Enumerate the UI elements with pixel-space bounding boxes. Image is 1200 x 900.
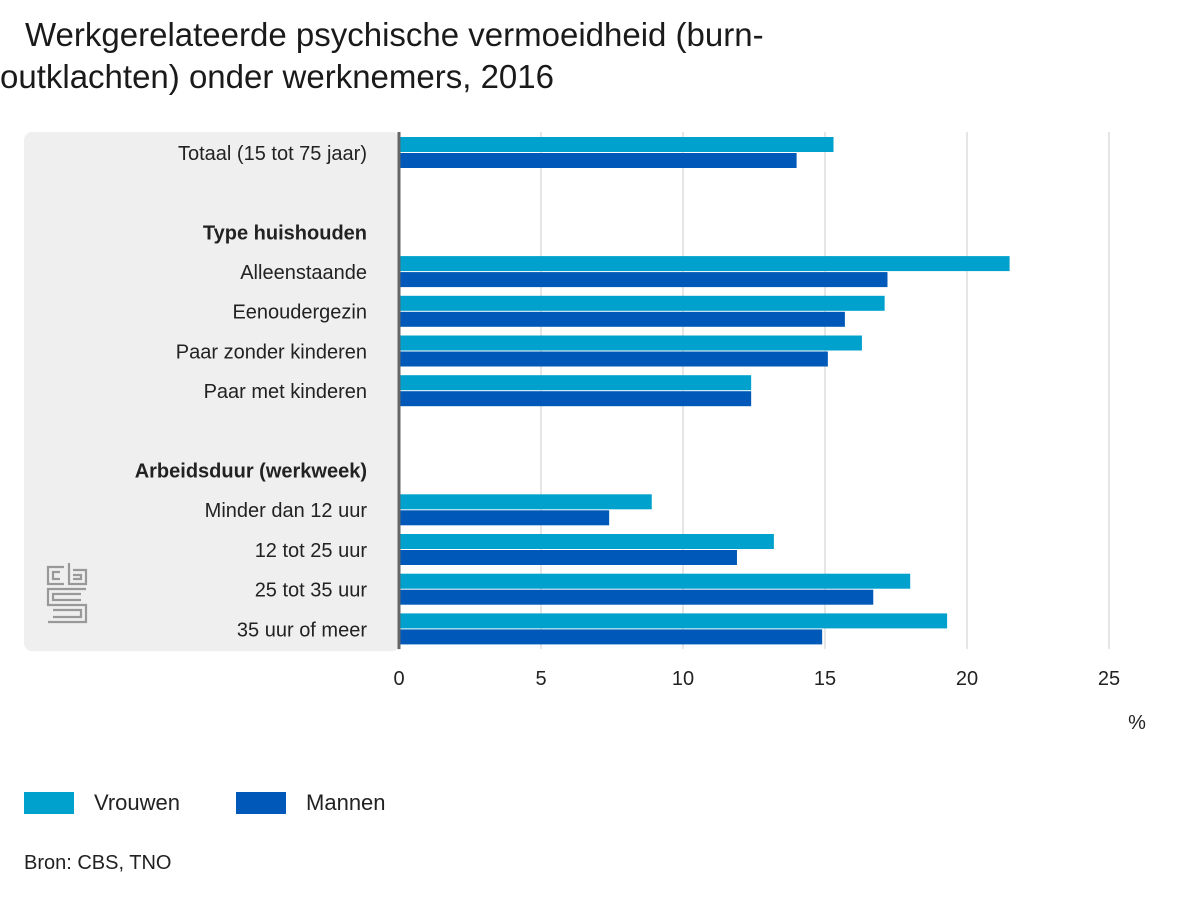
bar-mannen bbox=[399, 510, 610, 526]
source-note: Bron: CBS, TNO bbox=[24, 852, 172, 874]
x-unit-label: % bbox=[1128, 712, 1146, 734]
category-group-header: Type huishouden bbox=[203, 222, 367, 244]
bar-mannen bbox=[399, 351, 828, 367]
x-tick-label: 25 bbox=[1098, 668, 1120, 690]
category-label: Paar zonder kinderen bbox=[176, 341, 367, 363]
legend-item-mannen: Mannen bbox=[236, 790, 386, 816]
legend-swatch-vrouwen bbox=[24, 792, 74, 814]
x-tick-label: 0 bbox=[393, 668, 404, 690]
bar-vrouwen bbox=[399, 335, 862, 351]
category-label: 12 tot 25 uur bbox=[255, 540, 368, 562]
category-label: Paar met kinderen bbox=[204, 381, 367, 403]
legend-label-mannen: Mannen bbox=[306, 790, 386, 815]
label-panel bbox=[24, 132, 400, 652]
bar-mannen bbox=[399, 153, 797, 168]
bar-vrouwen bbox=[399, 295, 885, 311]
bar-mannen bbox=[399, 629, 823, 645]
x-tick-label: 15 bbox=[814, 668, 836, 690]
cbs-logo-icon bbox=[46, 563, 88, 624]
category-label: Alleenstaande bbox=[240, 262, 367, 284]
bar-mannen bbox=[399, 311, 845, 327]
legend-item-vrouwen: Vrouwen bbox=[24, 790, 180, 816]
category-label: 35 uur of meer bbox=[237, 619, 367, 641]
bar-vrouwen bbox=[399, 494, 652, 510]
bar-mannen bbox=[399, 589, 874, 605]
x-tick-label: 20 bbox=[956, 668, 978, 690]
bar-vrouwen bbox=[399, 613, 948, 629]
chart-title: Werkgerelateerde psychische vermoeidheid… bbox=[0, 16, 764, 95]
bar-vrouwen bbox=[399, 256, 1010, 272]
bar-vrouwen bbox=[399, 573, 911, 589]
category-label: Eenoudergezin bbox=[232, 302, 367, 324]
legend-swatch-mannen bbox=[236, 792, 287, 814]
bar-mannen bbox=[399, 272, 888, 288]
bar-vrouwen bbox=[399, 375, 752, 391]
bar-mannen bbox=[399, 391, 752, 407]
category-group-header: Arbeidsduur (werkweek) bbox=[135, 460, 367, 482]
bar-vrouwen bbox=[399, 534, 774, 549]
category-label: Minder dan 12 uur bbox=[205, 500, 368, 522]
category-label: 25 tot 35 uur bbox=[255, 580, 368, 602]
x-tick-label: 10 bbox=[672, 668, 694, 690]
x-tick-label: 5 bbox=[535, 668, 546, 690]
legend-label-vrouwen: Vrouwen bbox=[94, 790, 181, 815]
bar-vrouwen bbox=[399, 137, 834, 152]
bar-mannen bbox=[399, 550, 737, 565]
legend: Vrouwen Mannen bbox=[24, 790, 442, 816]
category-label: Totaal (15 tot 75 jaar) bbox=[178, 143, 367, 165]
